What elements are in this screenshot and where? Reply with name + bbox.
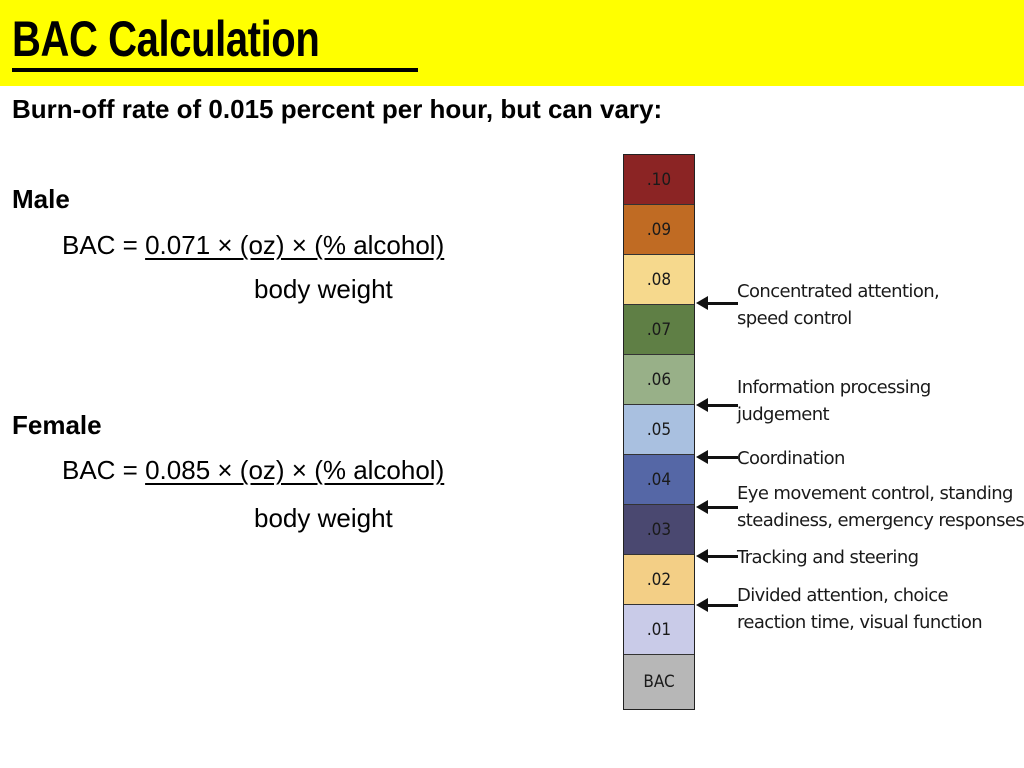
- bac-scale-cell: .05: [624, 405, 694, 455]
- effect-line: steadiness, emergency responses: [737, 510, 1024, 531]
- effect-line: Divided attention, choice: [737, 585, 949, 606]
- male-formula-denominator: body weight: [254, 274, 393, 304]
- bac-scale: .10 .09 .08 .07 .06 .05 .04 .03 .02 .01 …: [623, 154, 695, 710]
- effect-line: Coordination: [737, 448, 845, 469]
- bac-scale-label: BAC: [643, 672, 675, 692]
- bac-scale-label: .10: [646, 170, 672, 190]
- female-formula-prefix: BAC =: [62, 455, 146, 485]
- effect-annotation: Coordination: [737, 445, 845, 472]
- effect-line: Tracking and steering: [737, 547, 919, 568]
- bac-scale-cell: .10: [624, 155, 694, 205]
- arrow-left-icon: [696, 296, 738, 310]
- title-band: BAC Calculation: [0, 0, 1024, 86]
- bac-scale-label: .06: [646, 370, 672, 390]
- bac-scale-label: .03: [646, 520, 672, 540]
- arrow-left-icon: [696, 450, 738, 464]
- male-formula-numerator: 0.071 × (oz) × (% alcohol): [145, 230, 445, 260]
- effect-annotation: Information processing judgement: [737, 374, 931, 428]
- arrow-left-icon: [696, 500, 738, 514]
- arrow-left-icon: [696, 549, 738, 563]
- title-underline: [12, 68, 418, 72]
- male-formula: BAC = 0.071 × (oz) × (% alcohol): [62, 228, 444, 262]
- bac-scale-cell: .01: [624, 605, 694, 655]
- arrow-left-icon: [696, 398, 738, 412]
- bac-scale-cell: .04: [624, 455, 694, 505]
- effect-line: Concentrated attention,: [737, 281, 940, 302]
- effect-annotation: Tracking and steering: [737, 544, 919, 571]
- bac-scale-label: .01: [646, 620, 672, 640]
- bac-scale-label: .05: [646, 420, 672, 440]
- female-label: Female: [12, 410, 102, 440]
- bac-scale-label: .04: [646, 470, 672, 490]
- bac-scale-cell: .08: [624, 255, 694, 305]
- bac-scale-label: .02: [646, 570, 672, 590]
- female-formula-numerator: 0.085 × (oz) × (% alcohol): [145, 455, 445, 485]
- male-label: Male: [12, 184, 70, 214]
- female-formula-denominator: body weight: [254, 503, 393, 533]
- female-formula: BAC = 0.085 × (oz) × (% alcohol): [62, 453, 444, 487]
- page-title: BAC Calculation: [12, 11, 320, 67]
- bac-scale-cell: .07: [624, 305, 694, 355]
- bac-scale-label: .07: [646, 320, 672, 340]
- effect-annotation: Divided attention, choice reaction time,…: [737, 582, 983, 636]
- bac-scale-label: .09: [646, 220, 672, 240]
- bac-scale-cell: .09: [624, 205, 694, 255]
- arrow-left-icon: [696, 598, 738, 612]
- bac-scale-cell: .02: [624, 555, 694, 605]
- bac-scale-cell: BAC: [624, 655, 694, 709]
- effect-line: Eye movement control, standing: [737, 483, 1013, 504]
- effect-annotation: Eye movement control, standing steadines…: [737, 480, 1024, 534]
- effect-line: reaction time, visual function: [737, 612, 983, 633]
- bac-scale-label: .08: [646, 270, 672, 290]
- subtitle: Burn-off rate of 0.015 percent per hour,…: [12, 94, 663, 124]
- bac-scale-cell: .03: [624, 505, 694, 555]
- effect-line: judgement: [737, 404, 830, 425]
- bac-scale-cell: .06: [624, 355, 694, 405]
- effect-line: Information processing: [737, 377, 931, 398]
- effect-line: speed control: [737, 308, 852, 329]
- male-formula-prefix: BAC =: [62, 230, 146, 260]
- effect-annotation: Concentrated attention, speed control: [737, 278, 940, 332]
